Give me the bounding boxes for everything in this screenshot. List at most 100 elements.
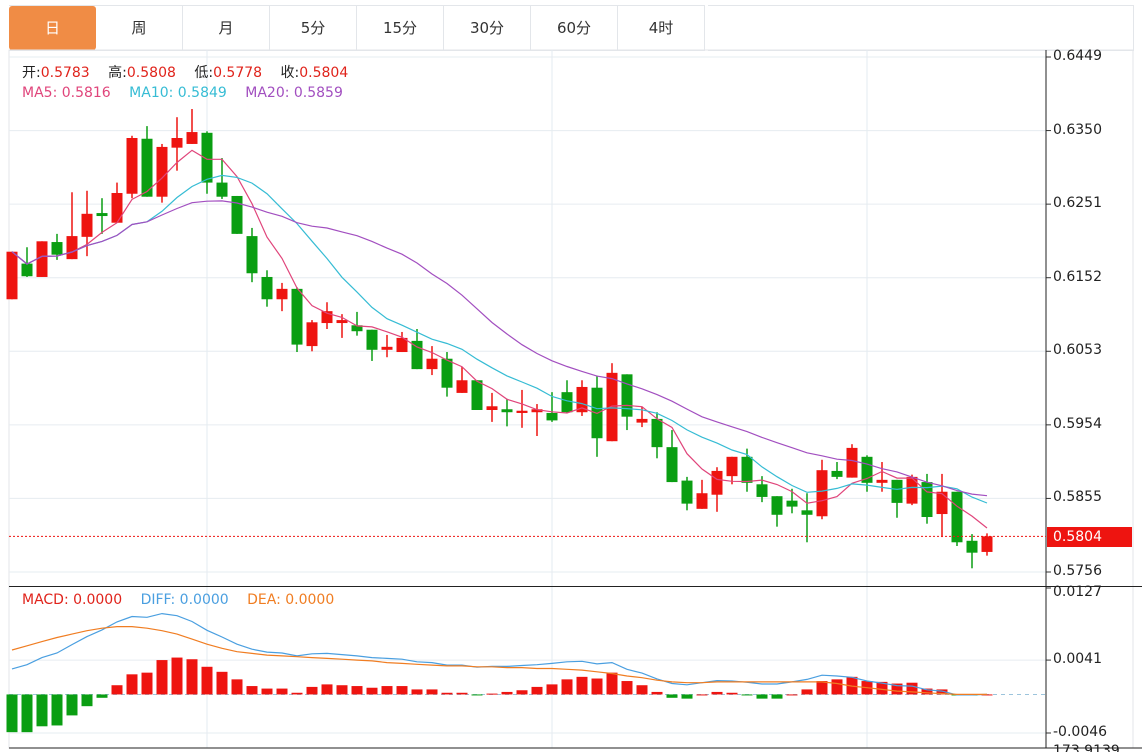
macd-bar	[876, 681, 888, 695]
candle-body	[111, 192, 123, 223]
macd-bar	[36, 694, 48, 727]
candle-body	[366, 329, 378, 350]
dea-line	[11, 625, 987, 696]
macd-bar	[396, 686, 408, 695]
candle-body	[891, 479, 903, 503]
candle	[816, 459, 828, 520]
ma20-line	[11, 200, 988, 497]
tab-7[interactable]: 4时	[618, 6, 705, 50]
macd-bar	[906, 682, 918, 695]
macd-bar	[21, 694, 33, 733]
macd-bar	[741, 694, 753, 696]
macd-bar	[486, 693, 498, 695]
tab-5[interactable]: 30分	[444, 6, 531, 50]
macd-bar	[606, 672, 618, 695]
close-value: 0.5804	[299, 65, 349, 81]
macd-bar	[306, 686, 318, 695]
price-axis-label: 0.6053	[1053, 342, 1102, 359]
candle-body	[456, 380, 468, 393]
candle	[786, 488, 798, 514]
candle	[741, 448, 753, 492]
open-value: 0.5783	[40, 65, 90, 81]
macd-legend: MACD: 0.0000 DIFF: 0.0000 DEA: 0.0000	[22, 592, 348, 608]
candle	[201, 131, 213, 194]
tab-1[interactable]: 周	[96, 6, 183, 50]
candle-body	[21, 263, 33, 277]
candle-body	[231, 195, 243, 234]
macd-bar	[81, 694, 93, 707]
candle-body	[441, 358, 453, 388]
candle-body	[126, 138, 138, 194]
macd-bar	[261, 688, 273, 695]
ma5-line	[11, 149, 988, 529]
candle-body	[546, 412, 558, 421]
price-axis-label: 0.6350	[1053, 121, 1102, 138]
close-label: 收:	[280, 65, 300, 81]
candle	[711, 467, 723, 512]
macd-bar	[591, 678, 603, 695]
macd-bar	[756, 694, 768, 699]
candle-body	[801, 510, 813, 515]
dea-legend-value: DEA: 0.0000	[247, 592, 335, 608]
macd-bar	[576, 676, 588, 695]
candle	[876, 462, 888, 492]
macd-bar	[51, 694, 63, 726]
macd-bar	[726, 692, 738, 695]
candle	[591, 375, 603, 457]
candle	[411, 328, 423, 370]
candle-body	[651, 418, 663, 448]
price-axis-label: 0.5855	[1053, 489, 1102, 506]
candle	[666, 430, 678, 483]
macd-bar	[351, 686, 363, 695]
tab-3[interactable]: 5分	[270, 6, 357, 50]
candle	[36, 241, 48, 277]
low-label: 低:	[194, 65, 214, 81]
candle	[681, 476, 693, 511]
candle	[471, 380, 483, 410]
tab-6[interactable]: 60分	[531, 6, 618, 50]
candle-body	[171, 138, 183, 148]
macd-bar	[921, 688, 933, 695]
macd-bar	[621, 681, 633, 695]
macd-bar	[891, 683, 903, 695]
candle	[291, 287, 303, 353]
candle	[966, 534, 978, 569]
candle	[981, 533, 993, 556]
candle	[231, 195, 243, 234]
tab-0[interactable]: 日	[9, 6, 96, 50]
macd-bar	[96, 694, 108, 698]
macd-bar	[291, 692, 303, 695]
candle-body	[486, 406, 498, 410]
high-value: 0.5808	[126, 65, 176, 81]
candle-body	[396, 337, 408, 353]
candle-body	[936, 491, 948, 515]
candle	[396, 331, 408, 353]
macd-bar	[936, 689, 948, 695]
candle	[801, 493, 813, 543]
candle-body	[771, 496, 783, 515]
macd-bar	[426, 689, 438, 695]
candle-body	[186, 132, 198, 144]
candle-body	[426, 358, 438, 370]
candle-body	[876, 479, 888, 483]
candle-body	[861, 456, 873, 483]
candle	[891, 479, 903, 518]
ma-legend: MA5: 0.5816 MA10: 0.5849 MA20: 0.5859	[22, 85, 357, 101]
macd-bar	[441, 692, 453, 695]
candle-body	[276, 288, 288, 300]
macd-bar	[366, 687, 378, 695]
candle-body	[846, 447, 858, 478]
tab-2[interactable]: 月	[183, 6, 270, 50]
candle	[696, 479, 708, 509]
candle	[456, 366, 468, 393]
ma10-legend: MA10: 0.5849	[129, 85, 227, 101]
candle-body	[201, 132, 213, 183]
candle-body	[246, 236, 258, 274]
macd-bar	[501, 691, 513, 695]
candle-body	[66, 236, 78, 260]
candle	[831, 462, 843, 480]
tab-4[interactable]: 15分	[357, 6, 444, 50]
candle-body	[951, 491, 963, 543]
macd-bar	[156, 660, 168, 695]
